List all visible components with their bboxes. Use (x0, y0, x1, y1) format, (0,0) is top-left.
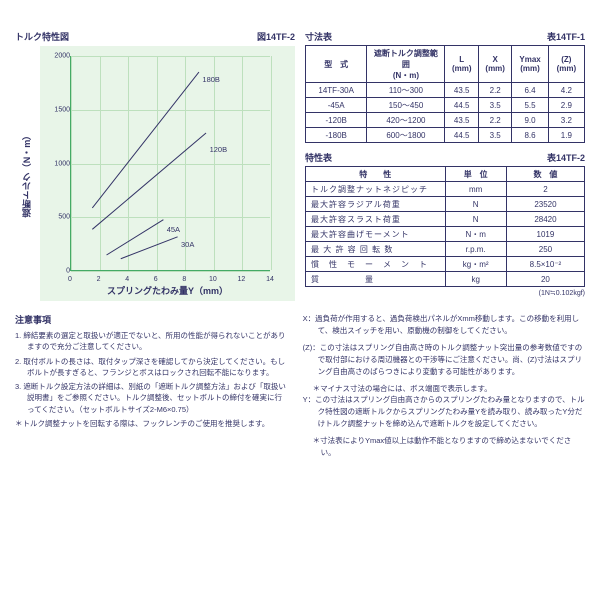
notes-title: 注意事項 (15, 313, 288, 326)
characteristics-table: 特 性単 位数 値トルク調整ナットネジピッチmm2最大許容ラジアル荷重N2352… (305, 166, 585, 287)
table-row: -180B600～180044.53.58.61.9 (306, 128, 585, 143)
table-row: 最 大 許 容 回 転 数r.p.m.250 (306, 242, 585, 257)
table-header: 単 位 (445, 167, 506, 182)
note-item: 2. 取付ボルトの長さは、取付タップ深さを確認してから決定してください。もしボル… (15, 356, 288, 379)
table-header: 特 性 (306, 167, 446, 182)
note-xyz: Y：この寸法はスプリング自由高さからのスプリングたわみ量となりますので、トルク特… (303, 394, 585, 429)
torque-chart: 遮断トルク（N・m） スプリングたわみ量Y（mm） 180B120B45A30A… (40, 46, 295, 301)
char-table-title: 特性表 (305, 151, 332, 164)
dim-table-ref: 表14TF-1 (547, 30, 585, 43)
table-header: X(mm) (478, 46, 511, 83)
note-star: ＊トルク調整ナットを回転する際は、フックレンチのご使用を推奨します。 (15, 418, 288, 429)
table-header: 数 値 (506, 167, 584, 182)
note-xyz: (Z)：この寸法はスプリング自由高さ時のトルク調整ナット突出量の参考数値ですので… (303, 342, 585, 377)
char-table-ref: 表14TF-2 (547, 151, 585, 164)
table-header: (Z)(mm) (548, 46, 584, 83)
table-row: 最大許容スラスト荷重N28420 (306, 212, 585, 227)
table-row: 質 量kg20 (306, 272, 585, 287)
note-star: ＊寸法表によりYmax値以上は動作不能となりますので締め込まないでください。 (303, 435, 585, 458)
table-header: 型 式 (306, 46, 367, 83)
table-row: 慣 性 モ ー メ ン トkg・m²8.5×10⁻² (306, 257, 585, 272)
chart-title: トルク特性図 (15, 30, 69, 43)
note-star: ＊マイナス寸法の場合には、ボス端面で表示します。 (303, 383, 585, 394)
chart-fig-label: 図14TF-2 (257, 30, 295, 43)
table-row: トルク調整ナットネジピッチmm2 (306, 182, 585, 197)
note-item: 3. 遮断トルク設定方法の詳細は、別紙の「遮断トルク調整方法」および「取扱い説明… (15, 381, 288, 415)
dimension-table: 型 式遮断トルク調整範囲(N・m)L(mm)X(mm)Ymax(mm)(Z)(m… (305, 45, 585, 143)
table-row: 最大許容ラジアル荷重N23520 (306, 197, 585, 212)
table-header: 遮断トルク調整範囲(N・m) (367, 46, 445, 83)
note-xyz: X：過負荷が作用すると、過負荷検出パネルがXmm移動します。この移動を利用して、… (303, 313, 585, 336)
dim-table-title: 寸法表 (305, 30, 332, 43)
table-footnote: (1N≒0.102kgf) (305, 289, 585, 297)
table-row: -45A150～45044.53.55.52.9 (306, 98, 585, 113)
table-row: -120B420～120043.52.29.03.2 (306, 113, 585, 128)
table-header: Ymax(mm) (512, 46, 548, 83)
table-row: 最大許容曲げモーメントN・m1019 (306, 227, 585, 242)
table-header: L(mm) (445, 46, 478, 83)
table-row: 14TF-30A110～30043.52.26.44.2 (306, 83, 585, 98)
x-axis-label: スプリングたわみ量Y（mm） (107, 284, 228, 297)
y-axis-label: 遮断トルク（N・m） (20, 130, 33, 217)
note-item: 1. 締結要素の選定と取扱いが適正でないと、所用の性能が得られないことがあります… (15, 330, 288, 353)
